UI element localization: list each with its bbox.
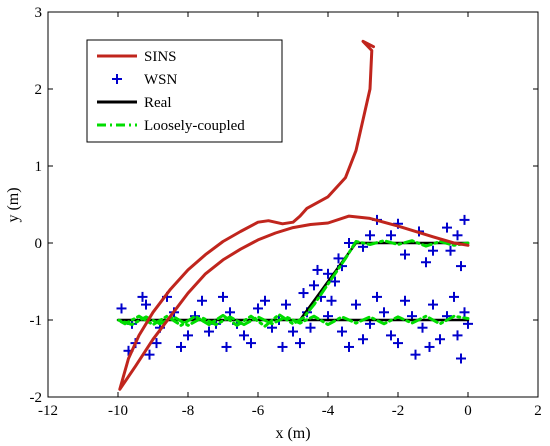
x-tick-label: -6 (252, 403, 265, 419)
y-tick-label: -2 (30, 390, 43, 406)
wsn-point (326, 295, 337, 306)
wsn-point (400, 295, 410, 306)
wsn-point (137, 291, 148, 302)
wsn-point (330, 276, 340, 287)
x-axis-title: x (m) (275, 425, 310, 442)
wsn-point (221, 341, 232, 352)
x-tick-label: -4 (322, 403, 335, 419)
sins-line (118, 39, 470, 391)
wsn-point (204, 326, 214, 337)
wsn-point (351, 299, 361, 310)
wsn-point (333, 253, 344, 264)
y-tick-label: 1 (35, 159, 43, 175)
x-tick-label: -12 (38, 403, 58, 419)
legend-label-wsn: WSN (144, 72, 178, 88)
wsn-point (456, 261, 466, 272)
x-tick-label: 2 (534, 403, 542, 419)
legend-label-real: Real (144, 95, 172, 111)
wsn-point (295, 338, 305, 349)
wsn-point (421, 257, 431, 268)
y-tick-label: -1 (30, 313, 43, 329)
wsn-point (144, 349, 155, 360)
wsn-point (344, 238, 354, 248)
wsn-point (452, 230, 463, 241)
wsn-point (417, 322, 428, 333)
wsn-point (281, 299, 291, 310)
legend-label-loosely-coupled: Loosely-coupled (144, 118, 245, 134)
wsn-point (337, 326, 347, 337)
wsn-point (456, 353, 466, 364)
wsn-point (176, 341, 186, 352)
plot-frame (47, 11, 539, 398)
y-axis-title: y (m) (5, 187, 22, 222)
x-tick-label: -8 (182, 403, 195, 419)
wsn-point (435, 334, 445, 345)
wsn-point (151, 338, 162, 349)
wsn-point (428, 245, 438, 256)
wsn-point (116, 303, 127, 314)
loosely-coupled-line (116, 239, 470, 328)
x-tick-label: -2 (392, 403, 405, 419)
wsn-point (141, 299, 151, 310)
y-tick-label: 3 (35, 5, 43, 21)
wsn-point (183, 330, 193, 341)
wsn-point (386, 230, 396, 241)
legend-marker-wsn (112, 74, 122, 84)
real-line (116, 241, 470, 322)
wsn-point (445, 245, 456, 256)
x-tick-label: 0 (464, 403, 472, 419)
wsn-point (365, 230, 375, 241)
wsn-point (288, 326, 298, 337)
wsn-point (239, 330, 249, 341)
wsn-point (246, 338, 256, 349)
wsn-point (309, 280, 319, 291)
wsn-point (323, 268, 333, 279)
wsn-point (312, 264, 323, 275)
wsn-point (393, 338, 403, 349)
wsn-point (197, 295, 207, 306)
x-tick-label: -10 (108, 403, 128, 419)
wsn-point (253, 303, 263, 314)
wsn-point (218, 291, 228, 302)
wsn-point (410, 349, 421, 360)
wsn-point (424, 341, 435, 352)
wsn-point (459, 214, 470, 225)
y-tick-label: 0 (35, 236, 43, 252)
wsn-point (298, 288, 309, 299)
wsn-point (358, 334, 368, 345)
wsn-point (260, 295, 270, 306)
wsn-point (344, 341, 354, 352)
wsn-point (372, 291, 382, 302)
wsn-point (379, 307, 389, 318)
wsn-point (305, 322, 316, 333)
wsn-point (449, 291, 459, 302)
wsn-point (459, 307, 470, 318)
wsn-point (386, 330, 396, 341)
wsn-point (452, 330, 463, 341)
legend-label-sins: SINS (144, 49, 177, 65)
wsn-point (277, 341, 288, 352)
wsn-point (400, 249, 410, 260)
wsn-point (442, 222, 452, 233)
wsn-point (428, 299, 438, 310)
y-tick-label: 2 (35, 82, 43, 98)
